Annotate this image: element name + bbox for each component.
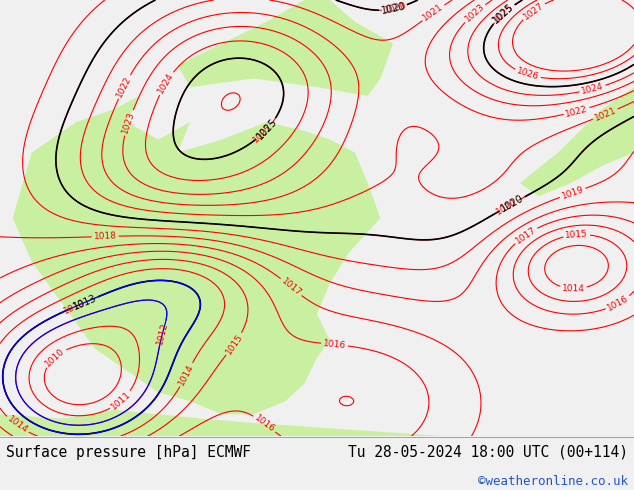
Text: 1025: 1025 bbox=[255, 117, 279, 142]
Text: 1012: 1012 bbox=[155, 321, 170, 345]
Text: 1024: 1024 bbox=[581, 82, 605, 96]
Text: 1020: 1020 bbox=[383, 1, 407, 15]
Text: Surface pressure [hPa] ECMWF: Surface pressure [hPa] ECMWF bbox=[6, 445, 251, 460]
Text: 1021: 1021 bbox=[593, 106, 618, 122]
Text: 1020: 1020 bbox=[495, 197, 519, 217]
Text: 1015: 1015 bbox=[224, 332, 245, 356]
Text: 1010: 1010 bbox=[44, 346, 67, 368]
Text: 1016: 1016 bbox=[606, 294, 630, 313]
Polygon shape bbox=[520, 87, 634, 196]
Text: 1023: 1023 bbox=[120, 110, 136, 135]
Text: 1021: 1021 bbox=[422, 2, 445, 23]
Text: 1016: 1016 bbox=[323, 339, 346, 350]
Text: 1024: 1024 bbox=[156, 71, 176, 96]
Text: 1017: 1017 bbox=[280, 276, 303, 298]
Text: 1011: 1011 bbox=[110, 390, 133, 412]
Text: 1018: 1018 bbox=[94, 232, 117, 241]
Text: 1014: 1014 bbox=[177, 363, 196, 387]
Text: 1017: 1017 bbox=[514, 225, 538, 245]
Text: Tu 28-05-2024 18:00 UTC (00+114): Tu 28-05-2024 18:00 UTC (00+114) bbox=[347, 445, 628, 460]
Polygon shape bbox=[13, 96, 380, 415]
Text: 1014: 1014 bbox=[5, 415, 29, 436]
Text: 1025: 1025 bbox=[491, 2, 516, 25]
Text: 1026: 1026 bbox=[515, 67, 540, 82]
Text: 1014: 1014 bbox=[562, 284, 585, 294]
Text: 1019: 1019 bbox=[560, 185, 585, 201]
Text: 1020: 1020 bbox=[380, 1, 406, 16]
Text: 1020: 1020 bbox=[499, 194, 526, 214]
Text: 1022: 1022 bbox=[564, 104, 589, 119]
Polygon shape bbox=[178, 0, 393, 96]
Text: 1013: 1013 bbox=[62, 298, 87, 316]
Text: 1015: 1015 bbox=[565, 229, 588, 240]
Text: 1016: 1016 bbox=[252, 414, 276, 435]
Text: 1027: 1027 bbox=[521, 0, 545, 22]
Text: 1022: 1022 bbox=[115, 74, 133, 99]
Text: 1013: 1013 bbox=[72, 293, 98, 312]
Polygon shape bbox=[0, 410, 634, 458]
Text: 1025: 1025 bbox=[251, 122, 274, 145]
Text: ©weatheronline.co.uk: ©weatheronline.co.uk bbox=[477, 475, 628, 489]
Text: 1025: 1025 bbox=[493, 2, 515, 24]
Text: 1023: 1023 bbox=[463, 2, 486, 24]
